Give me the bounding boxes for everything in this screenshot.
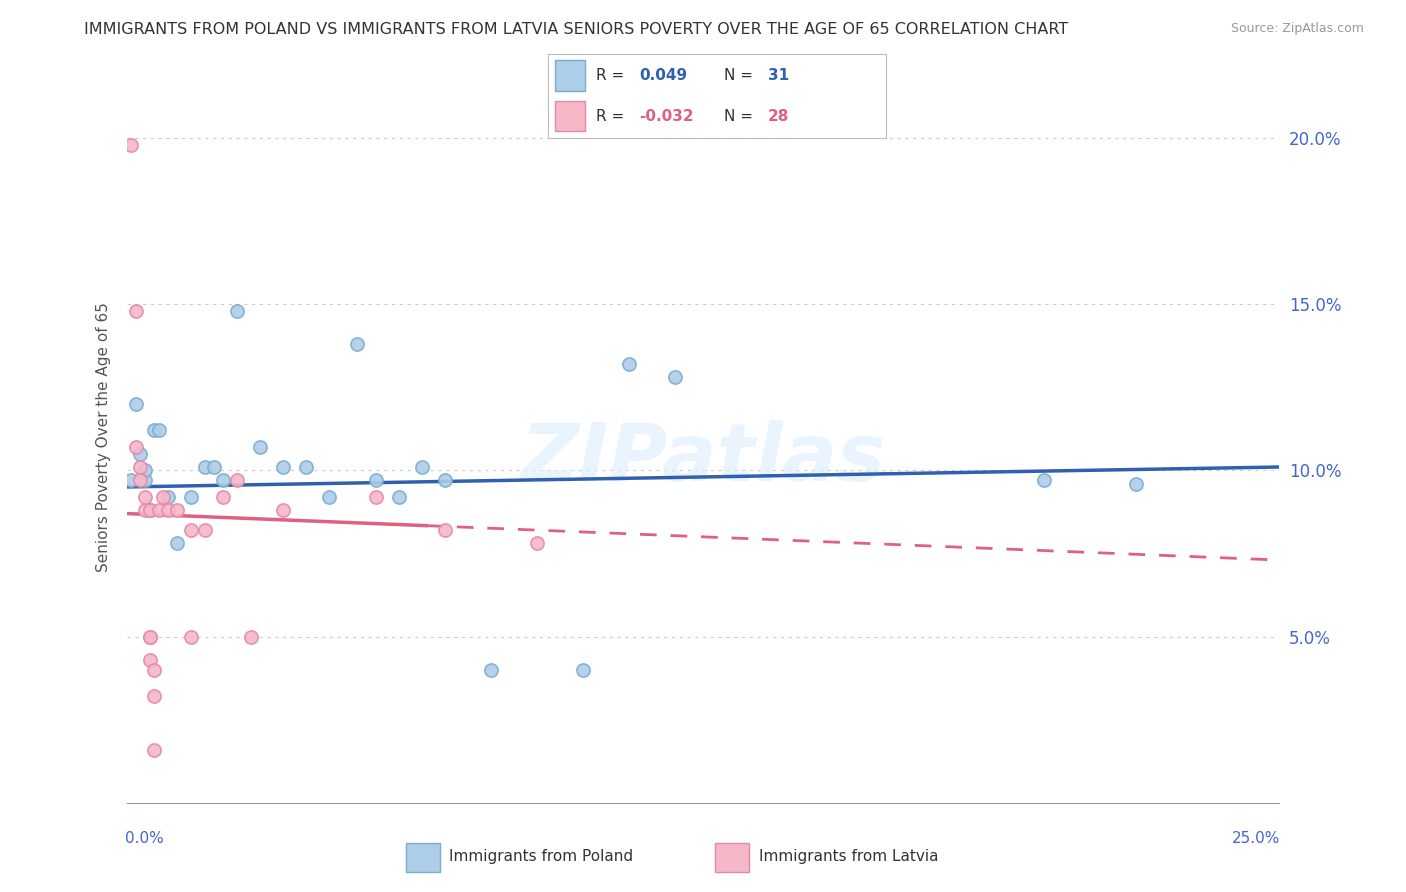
Point	[194, 460, 217, 475]
Point	[125, 440, 148, 454]
Point	[180, 630, 202, 644]
Point	[134, 490, 156, 504]
Point	[364, 490, 387, 504]
Text: -0.032: -0.032	[640, 109, 695, 124]
Point	[138, 503, 160, 517]
Point	[120, 137, 142, 152]
Point	[134, 473, 156, 487]
Point	[143, 663, 166, 677]
Point	[318, 490, 340, 504]
Point	[526, 536, 548, 550]
Point	[433, 523, 456, 537]
Point	[138, 630, 160, 644]
Point	[212, 473, 235, 487]
Point	[166, 536, 188, 550]
Point	[125, 397, 148, 411]
Point	[148, 503, 170, 517]
Point	[143, 742, 166, 756]
Point	[180, 490, 202, 504]
Point	[138, 503, 160, 517]
Point	[129, 447, 152, 461]
Text: N =: N =	[724, 109, 758, 124]
Point	[134, 463, 156, 477]
Text: R =: R =	[596, 68, 628, 83]
Point	[125, 303, 148, 318]
Point	[157, 490, 180, 504]
Point	[148, 424, 170, 438]
Point	[138, 630, 160, 644]
Text: 0.049: 0.049	[640, 68, 688, 83]
Point	[364, 473, 387, 487]
Point	[134, 503, 156, 517]
Point	[619, 357, 641, 371]
Point	[411, 460, 433, 475]
Point	[194, 523, 217, 537]
Point	[346, 337, 368, 351]
Point	[664, 370, 686, 384]
Text: Immigrants from Latvia: Immigrants from Latvia	[759, 849, 938, 863]
FancyBboxPatch shape	[555, 101, 585, 131]
Point	[143, 690, 166, 704]
Point	[295, 460, 318, 475]
Point	[249, 440, 271, 454]
Point	[212, 490, 235, 504]
Point	[226, 303, 249, 318]
Text: 31: 31	[768, 68, 789, 83]
Point	[129, 460, 152, 475]
Point	[180, 523, 202, 537]
Point	[152, 490, 174, 504]
Text: IMMIGRANTS FROM POLAND VS IMMIGRANTS FROM LATVIA SENIORS POVERTY OVER THE AGE OF: IMMIGRANTS FROM POLAND VS IMMIGRANTS FRO…	[84, 22, 1069, 37]
Point	[273, 460, 295, 475]
Text: R =: R =	[596, 109, 628, 124]
Point	[138, 503, 160, 517]
Point	[273, 503, 295, 517]
Point	[143, 424, 166, 438]
Point	[388, 490, 411, 504]
FancyBboxPatch shape	[555, 61, 585, 91]
Point	[479, 663, 502, 677]
Text: 28: 28	[768, 109, 789, 124]
Text: Source: ZipAtlas.com: Source: ZipAtlas.com	[1230, 22, 1364, 36]
Text: Immigrants from Poland: Immigrants from Poland	[450, 849, 634, 863]
Text: ZIPatlas: ZIPatlas	[520, 420, 886, 498]
Point	[1033, 473, 1056, 487]
Point	[166, 503, 188, 517]
Point	[157, 503, 180, 517]
Point	[129, 473, 152, 487]
Point	[202, 460, 225, 475]
Y-axis label: Seniors Poverty Over the Age of 65: Seniors Poverty Over the Age of 65	[96, 302, 111, 572]
Point	[138, 653, 160, 667]
Text: 0.0%: 0.0%	[125, 830, 165, 846]
Point	[433, 473, 456, 487]
Point	[240, 630, 263, 644]
Point	[572, 663, 595, 677]
Text: 25.0%: 25.0%	[1232, 830, 1281, 846]
FancyBboxPatch shape	[716, 843, 749, 872]
Text: N =: N =	[724, 68, 758, 83]
FancyBboxPatch shape	[406, 843, 440, 872]
Point	[120, 473, 142, 487]
Point	[226, 473, 249, 487]
Point	[1125, 476, 1147, 491]
